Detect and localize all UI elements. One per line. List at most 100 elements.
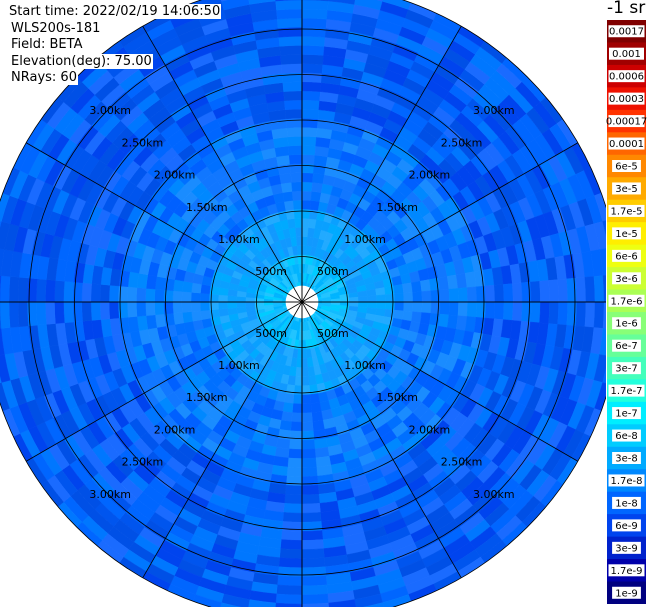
beta-cell — [279, 173, 292, 184]
range-ring-label: 3.00km — [473, 104, 515, 117]
beta-cell — [548, 279, 559, 303]
ppi-plot: 500m 500m 500m 500m 1.00km 1.00km 1.00km 1.00km… — [0, 0, 606, 607]
beta-cell — [181, 291, 192, 303]
range-ring-label: 500m — [317, 265, 349, 278]
beta-cell — [295, 367, 303, 377]
beta-cell — [0, 301, 11, 329]
beta-cell — [276, 437, 291, 450]
beta-cell — [599, 247, 606, 276]
colorbar-label: 0.0017 — [609, 27, 644, 38]
nrays-text: NRays: 60 — [0, 70, 78, 85]
beta-cell — [284, 484, 303, 496]
beta-cell — [181, 301, 192, 313]
colorbar-label-bg — [609, 47, 644, 60]
beta-cell — [208, 293, 219, 303]
beta-cell — [218, 294, 228, 303]
beta-cell — [584, 301, 596, 328]
azimuth-spoke — [301, 25, 462, 303]
beta-cell — [301, 90, 321, 101]
colorbar-label: 1e-7 — [615, 409, 638, 420]
colorbar-label-bg — [612, 586, 641, 599]
beta-cell — [136, 287, 147, 303]
beta-cell — [281, 530, 303, 541]
beta-cell — [301, 493, 320, 505]
beta-cell — [127, 286, 138, 303]
beta-cell — [17, 277, 29, 303]
beta-cell — [290, 421, 303, 432]
beta-cell — [280, 54, 303, 65]
beta-cell — [301, 330, 306, 341]
beta-cell — [291, 181, 303, 192]
beta-cell — [278, 557, 303, 568]
beta-cell — [330, 298, 341, 303]
colorbar-label-bg — [612, 227, 641, 240]
beta-cell — [313, 437, 328, 450]
beta-cell — [402, 310, 413, 322]
beta-cell — [182, 311, 193, 324]
beta-cell — [301, 403, 312, 414]
beta-cell — [411, 311, 422, 324]
beta-cell — [328, 599, 357, 607]
colorbar-label-bg — [608, 92, 645, 105]
beta-cell — [0, 301, 2, 330]
beta-cell — [301, 584, 328, 596]
colorbar-label-bg — [608, 25, 645, 38]
beta-cell — [8, 276, 20, 303]
beta-cell — [172, 290, 183, 303]
beta-cell — [301, 385, 311, 396]
range-ring-label: 2.50km — [441, 456, 483, 469]
beta-cell — [172, 301, 183, 314]
beta-cell — [154, 276, 167, 291]
colorbar-label: 1e-6 — [615, 319, 638, 330]
beta-cell — [301, 218, 310, 228]
beta-cell — [280, 539, 303, 550]
beta-cell — [286, 127, 303, 138]
beta-cell — [301, 557, 326, 568]
beta-cell — [348, 296, 359, 303]
beta-cell — [283, 503, 303, 514]
beta-cell — [279, 45, 303, 56]
colorbar-label-bg — [608, 204, 645, 217]
range-ring-label: 1.50km — [376, 391, 418, 404]
beta-cell — [301, 421, 314, 432]
beta-cell — [385, 301, 396, 311]
beta-cell — [448, 288, 459, 303]
colorbar-label: 1.7e-7 — [610, 386, 642, 397]
beta-cell — [301, 394, 312, 405]
beta-cell — [301, 199, 312, 210]
colorbar-label: 3e-5 — [615, 184, 638, 195]
beta-cell — [301, 503, 321, 514]
beta-cell — [191, 282, 202, 294]
beta-cell — [288, 439, 303, 450]
beta-cell — [288, 448, 303, 459]
beta-cell — [277, 17, 303, 29]
colorbar-label-bg — [612, 182, 641, 195]
range-ring-label: 3.00km — [89, 104, 131, 117]
beta-cell — [403, 292, 414, 303]
beta-cell — [145, 288, 156, 303]
beta-cell — [284, 108, 303, 120]
beta-cell — [420, 279, 431, 292]
beta-cell — [36, 301, 47, 326]
beta-cell — [439, 301, 450, 316]
colorbar-label: 6e-7 — [615, 341, 638, 352]
range-ring-label: 3.00km — [89, 488, 131, 501]
beta-cell — [599, 328, 606, 357]
beta-cell — [503, 301, 514, 321]
beta-cell — [287, 457, 303, 468]
beta-cell — [301, 145, 316, 156]
beta-cell — [281, 63, 303, 74]
beta-cell — [208, 301, 219, 311]
range-ring-label: 2.50km — [122, 456, 164, 469]
beta-cell — [301, 439, 316, 450]
beta-cell — [301, 466, 318, 477]
colorbar-label: 6e-6 — [615, 251, 638, 262]
beta-cell — [276, 584, 303, 596]
beta-cell — [127, 301, 138, 318]
beta-cell — [280, 411, 293, 422]
beta-cell — [437, 313, 450, 328]
beta-cell — [301, 36, 326, 47]
beta-cell — [355, 602, 386, 607]
beta-cell — [311, 411, 324, 422]
beta-cell — [145, 301, 156, 316]
